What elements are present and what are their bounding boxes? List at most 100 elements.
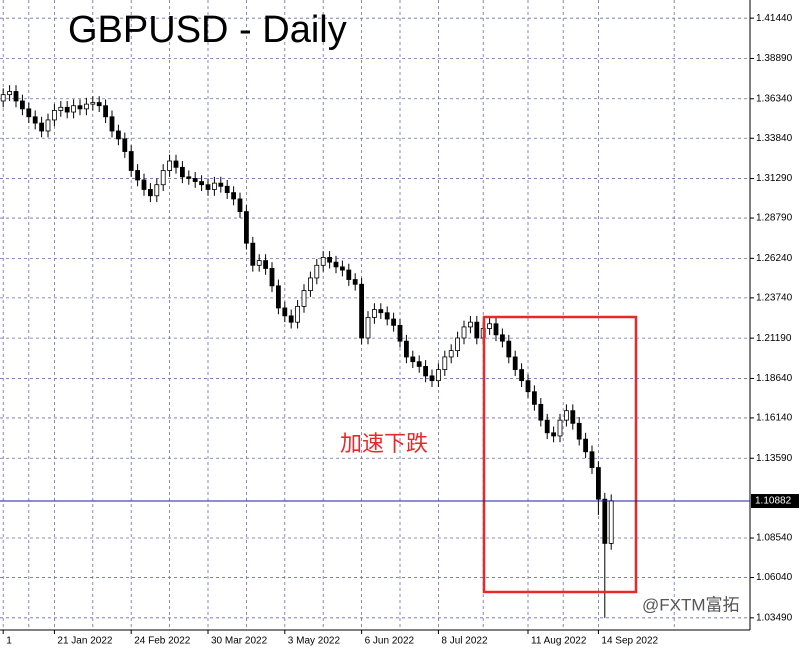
candle-body <box>256 260 262 266</box>
candle-body <box>397 324 403 342</box>
candle-body <box>154 184 160 197</box>
candle-body <box>263 260 269 269</box>
candle-body <box>307 277 313 291</box>
candle-body <box>589 451 595 468</box>
candle-body <box>19 100 25 110</box>
candle-body <box>205 184 211 190</box>
candle-body <box>269 268 275 287</box>
y-tick-label: 1.36340 <box>756 93 793 104</box>
candle-body <box>237 198 243 212</box>
candle-body <box>608 500 614 544</box>
candle-body <box>0 94 6 102</box>
watermark: @FXTM富拓 <box>642 595 740 614</box>
candle-body <box>224 185 230 194</box>
y-tick-label: 1.26240 <box>756 253 793 264</box>
candle-body <box>147 189 153 197</box>
candle-body <box>423 366 429 377</box>
candle-body <box>519 369 524 382</box>
candle-body <box>26 108 32 118</box>
candle-body <box>339 266 345 271</box>
candle-body <box>557 419 563 437</box>
candle-body <box>13 91 19 102</box>
candle-body <box>384 312 390 320</box>
candle-body <box>352 279 358 285</box>
candle-body <box>416 361 422 367</box>
x-tick-label: 14 Sep 2022 <box>601 636 658 647</box>
candle-body <box>499 334 505 342</box>
annotation: 加速下跌 <box>340 431 428 456</box>
candle-body <box>442 356 448 370</box>
candle-body <box>39 122 44 132</box>
candle-body <box>199 181 205 186</box>
candle-body <box>564 410 569 421</box>
y-tick-label: 1.18640 <box>756 373 793 384</box>
candle-body <box>455 337 461 352</box>
candle-body <box>410 356 416 363</box>
candle-body <box>493 323 499 336</box>
candle-body <box>288 315 294 323</box>
y-tick-label: 1.03490 <box>756 612 793 623</box>
y-tick-label: 1.21190 <box>756 333 792 344</box>
x-tick-label: 30 Mar 2022 <box>211 636 268 647</box>
candle-body <box>218 182 224 187</box>
candle-body <box>282 307 288 317</box>
candle-body <box>103 105 108 118</box>
candle-body <box>327 257 333 263</box>
candle-body <box>96 102 102 107</box>
candle-body <box>64 106 70 113</box>
candle-body <box>461 326 467 339</box>
candle-body <box>160 170 166 186</box>
x-tick-label: 11 Aug 2022 <box>531 636 587 647</box>
last-price-box <box>751 494 799 509</box>
candle-body <box>7 91 12 96</box>
x-tick-label: 3 May 2022 <box>288 636 341 647</box>
candle-body <box>301 290 307 307</box>
candles <box>0 85 614 618</box>
candle-body <box>371 309 377 318</box>
candle-body <box>570 410 576 424</box>
candle-body <box>179 166 185 178</box>
candle-body <box>231 192 237 200</box>
candle-body <box>77 105 83 110</box>
candle-body <box>532 391 537 405</box>
candle-body <box>109 116 115 132</box>
candle-body <box>211 182 217 190</box>
candle-body <box>52 110 57 121</box>
candle-body <box>602 498 608 544</box>
candle-body <box>320 257 326 266</box>
candle-body <box>71 105 76 113</box>
last-price-label: 1.10882 <box>755 496 792 507</box>
candle-body <box>403 340 409 358</box>
candle-body <box>135 170 141 181</box>
candle-body <box>346 269 352 280</box>
candle-body <box>596 467 601 500</box>
candle-body <box>583 438 588 453</box>
candle-body <box>32 116 38 124</box>
x-tick-label: 8 Jul 2022 <box>441 636 488 647</box>
candle-body <box>173 160 179 168</box>
candle-body <box>243 211 249 244</box>
y-tick-label: 1.16140 <box>756 413 793 424</box>
y-tick-label: 1.13590 <box>756 453 793 464</box>
candle-body <box>429 375 435 382</box>
candle-body <box>333 261 339 268</box>
candle-body <box>467 321 473 328</box>
candle-body <box>512 356 518 370</box>
x-tick-label: 24 Feb 2022 <box>134 636 191 647</box>
candle-body <box>295 305 301 323</box>
candle-body <box>538 403 544 421</box>
y-tick-label: 1.41440 <box>756 13 793 24</box>
candle-body <box>128 151 134 171</box>
y-tick-label: 1.33840 <box>756 133 793 144</box>
x-tick-label: 21 Jan 2022 <box>57 636 112 647</box>
candle-body <box>359 283 365 339</box>
candle-body <box>506 340 512 358</box>
y-tick-label: 1.38890 <box>756 53 793 64</box>
candle-body <box>474 321 480 339</box>
candle-body <box>186 176 192 179</box>
candle-body <box>365 317 371 339</box>
x-tick-label: 6 Jun 2022 <box>365 636 415 647</box>
y-tick-label: 1.23740 <box>756 292 793 303</box>
